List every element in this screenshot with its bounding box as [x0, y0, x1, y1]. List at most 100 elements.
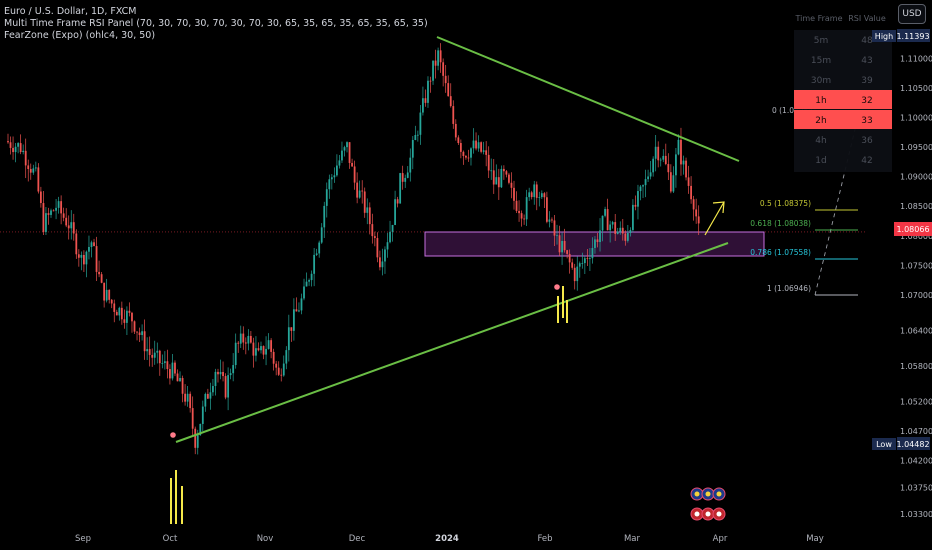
candle-body[interactable]: [166, 361, 169, 370]
candle-body[interactable]: [414, 135, 417, 141]
candle-body[interactable]: [459, 143, 462, 152]
candle-body[interactable]: [171, 362, 174, 379]
candle-body[interactable]: [270, 340, 273, 352]
candle-body[interactable]: [75, 233, 78, 255]
candle-body[interactable]: [27, 165, 30, 170]
candle-body[interactable]: [356, 182, 359, 198]
candle-body[interactable]: [148, 349, 151, 355]
candle-body[interactable]: [545, 197, 548, 222]
candle-body[interactable]: [201, 406, 204, 424]
candle-body[interactable]: [371, 224, 374, 237]
candle-body[interactable]: [540, 193, 543, 198]
candle-body[interactable]: [19, 143, 22, 153]
candle-body[interactable]: [272, 351, 275, 364]
candle-body[interactable]: [277, 367, 280, 375]
candle-body[interactable]: [551, 219, 553, 221]
candle-body[interactable]: [17, 143, 20, 147]
candle-body[interactable]: [229, 373, 232, 376]
candle-body[interactable]: [42, 203, 45, 232]
candle-body[interactable]: [626, 233, 629, 241]
candle-body[interactable]: [37, 167, 40, 192]
candle-body[interactable]: [338, 160, 341, 166]
candle-body[interactable]: [561, 240, 563, 253]
candle-body[interactable]: [214, 371, 217, 387]
candle-body[interactable]: [677, 139, 680, 155]
candle-body[interactable]: [637, 191, 639, 207]
candle-body[interactable]: [556, 235, 558, 237]
candle-body[interactable]: [343, 147, 346, 151]
candle-body[interactable]: [609, 224, 612, 231]
candle-body[interactable]: [118, 307, 121, 316]
candle-body[interactable]: [449, 96, 452, 107]
candle-body[interactable]: [120, 307, 123, 320]
candle-body[interactable]: [649, 172, 652, 177]
candle-body[interactable]: [80, 254, 83, 258]
candle-body[interactable]: [490, 170, 493, 172]
candle-body[interactable]: [616, 231, 619, 234]
candle-body[interactable]: [275, 363, 278, 368]
candle-body[interactable]: [457, 137, 460, 144]
candle-body[interactable]: [242, 333, 245, 343]
candle-body[interactable]: [606, 209, 609, 231]
candle-body[interactable]: [462, 151, 465, 156]
candle-body[interactable]: [591, 247, 594, 259]
candle-body[interactable]: [108, 289, 111, 300]
candle-body[interactable]: [123, 319, 126, 323]
candle-body[interactable]: [477, 142, 480, 149]
candle-body[interactable]: [146, 349, 149, 352]
candle-body[interactable]: [62, 213, 65, 218]
candle-body[interactable]: [313, 254, 316, 274]
candle-body[interactable]: [614, 222, 617, 234]
candle-body[interactable]: [492, 170, 495, 185]
candle-body[interactable]: [67, 225, 70, 229]
candle-body[interactable]: [611, 222, 614, 225]
candle-body[interactable]: [105, 289, 108, 301]
candle-body[interactable]: [515, 200, 518, 211]
candle-body[interactable]: [50, 210, 52, 215]
legend-indicator-fearzone[interactable]: FearZone (Expo) (ohlc4, 30, 50): [4, 30, 156, 41]
candle-body[interactable]: [437, 50, 439, 66]
candle-body[interactable]: [411, 140, 414, 158]
candle-body[interactable]: [34, 167, 37, 169]
candle-body[interactable]: [255, 348, 257, 356]
candle-body[interactable]: [594, 239, 596, 248]
candle-body[interactable]: [652, 158, 655, 173]
candle-body[interactable]: [348, 142, 351, 163]
candle-body[interactable]: [353, 166, 356, 183]
candle-body[interactable]: [452, 106, 455, 124]
candle-body[interactable]: [548, 219, 551, 222]
candle-body[interactable]: [523, 218, 526, 220]
candle-body[interactable]: [583, 258, 586, 264]
candle-body[interactable]: [447, 83, 450, 97]
candle-body[interactable]: [586, 258, 589, 260]
candle-body[interactable]: [386, 242, 389, 250]
candle-body[interactable]: [672, 175, 675, 192]
candle-body[interactable]: [442, 62, 445, 76]
candle-body[interactable]: [186, 393, 189, 402]
candle-body[interactable]: [599, 230, 601, 243]
candle-body[interactable]: [292, 309, 295, 331]
lower-trendline[interactable]: [175, 242, 729, 443]
candle-body[interactable]: [568, 253, 571, 263]
candle-body[interactable]: [454, 123, 457, 138]
candle-body[interactable]: [336, 165, 338, 176]
candle-body[interactable]: [341, 150, 343, 161]
candle-body[interactable]: [358, 190, 361, 198]
candle-body[interactable]: [669, 172, 672, 192]
candle-body[interactable]: [133, 321, 136, 332]
candle-body[interactable]: [573, 267, 576, 282]
candle-body[interactable]: [93, 242, 95, 247]
candle-body[interactable]: [143, 331, 146, 352]
candle-body[interactable]: [282, 363, 285, 376]
candle-body[interactable]: [391, 224, 394, 232]
candle-body[interactable]: [687, 177, 690, 186]
candle-body[interactable]: [518, 210, 520, 214]
candle-body[interactable]: [502, 168, 505, 172]
candle-body[interactable]: [199, 423, 202, 436]
candle-body[interactable]: [629, 229, 632, 234]
candle-body[interactable]: [389, 231, 391, 243]
candle-body[interactable]: [571, 262, 574, 268]
candle-body[interactable]: [138, 332, 141, 336]
candle-body[interactable]: [232, 365, 235, 374]
candle-body[interactable]: [45, 213, 47, 232]
